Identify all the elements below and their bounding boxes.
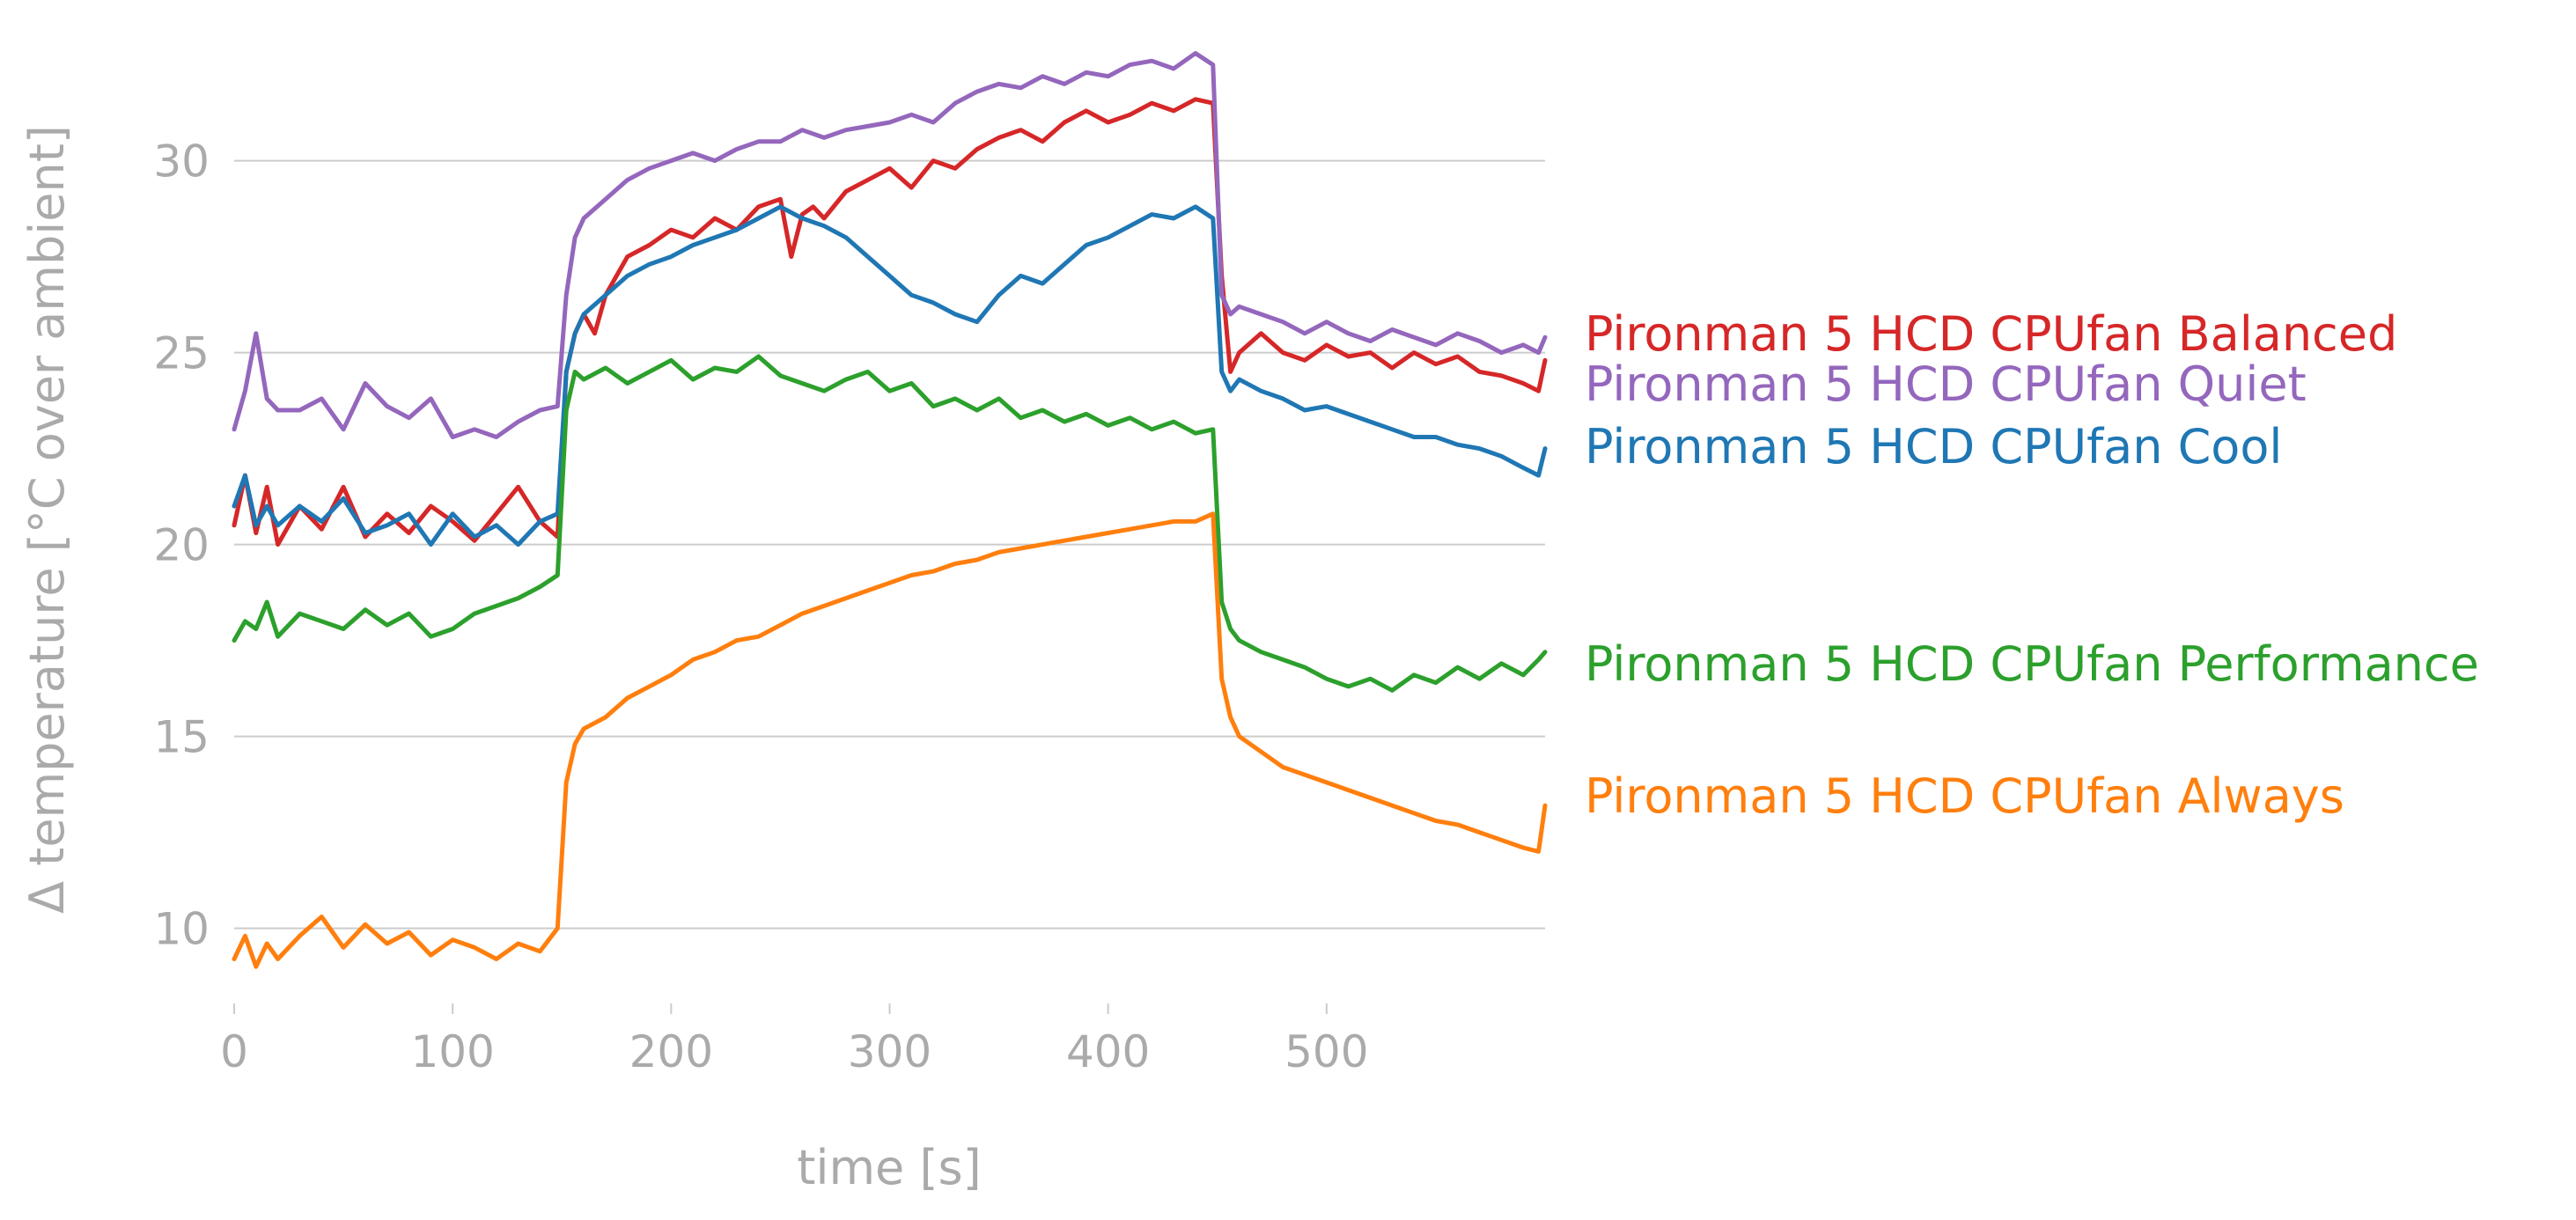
y-tick-label: 10 bbox=[153, 904, 210, 955]
y-tick-label: 15 bbox=[153, 712, 210, 763]
series-lines bbox=[232, 51, 1548, 969]
series-label-4: Pironman 5 HCD CPUfan Always bbox=[1585, 768, 2344, 824]
series-line-2 bbox=[232, 204, 1548, 548]
y-tick-label: 20 bbox=[153, 520, 210, 571]
y-tick-labels: 10 15 20 25 30 bbox=[153, 136, 210, 955]
series-label-0: Pironman 5 HCD CPUfan Balanced bbox=[1585, 306, 2397, 362]
x-tick-label: 400 bbox=[1066, 1026, 1150, 1077]
series-line-1 bbox=[232, 51, 1548, 439]
x-tick-label: 0 bbox=[220, 1026, 248, 1077]
grid-lines bbox=[234, 159, 1545, 930]
x-tick-label: 100 bbox=[410, 1026, 494, 1077]
series-label-1: Pironman 5 HCD CPUfan Quiet bbox=[1585, 356, 2307, 412]
series-label-2: Pironman 5 HCD CPUfan Cool bbox=[1585, 419, 2282, 474]
series-label-3: Pironman 5 HCD CPUfan Performance bbox=[1585, 636, 2479, 692]
y-axis-title: Δ temperature [°C over ambient] bbox=[19, 125, 75, 914]
y-tick-label: 30 bbox=[153, 136, 210, 187]
series-line-4 bbox=[232, 511, 1548, 969]
series-line-0 bbox=[232, 97, 1548, 548]
y-tick-label: 25 bbox=[153, 328, 210, 379]
x-tick-label: 200 bbox=[629, 1026, 713, 1077]
x-tick-labels: 0 100 200 300 400 500 bbox=[220, 1003, 1369, 1077]
x-axis-title: time [s] bbox=[797, 1140, 981, 1195]
x-tick-label: 500 bbox=[1284, 1026, 1368, 1077]
x-tick-label: 300 bbox=[848, 1026, 931, 1077]
series-line-3 bbox=[232, 354, 1548, 693]
